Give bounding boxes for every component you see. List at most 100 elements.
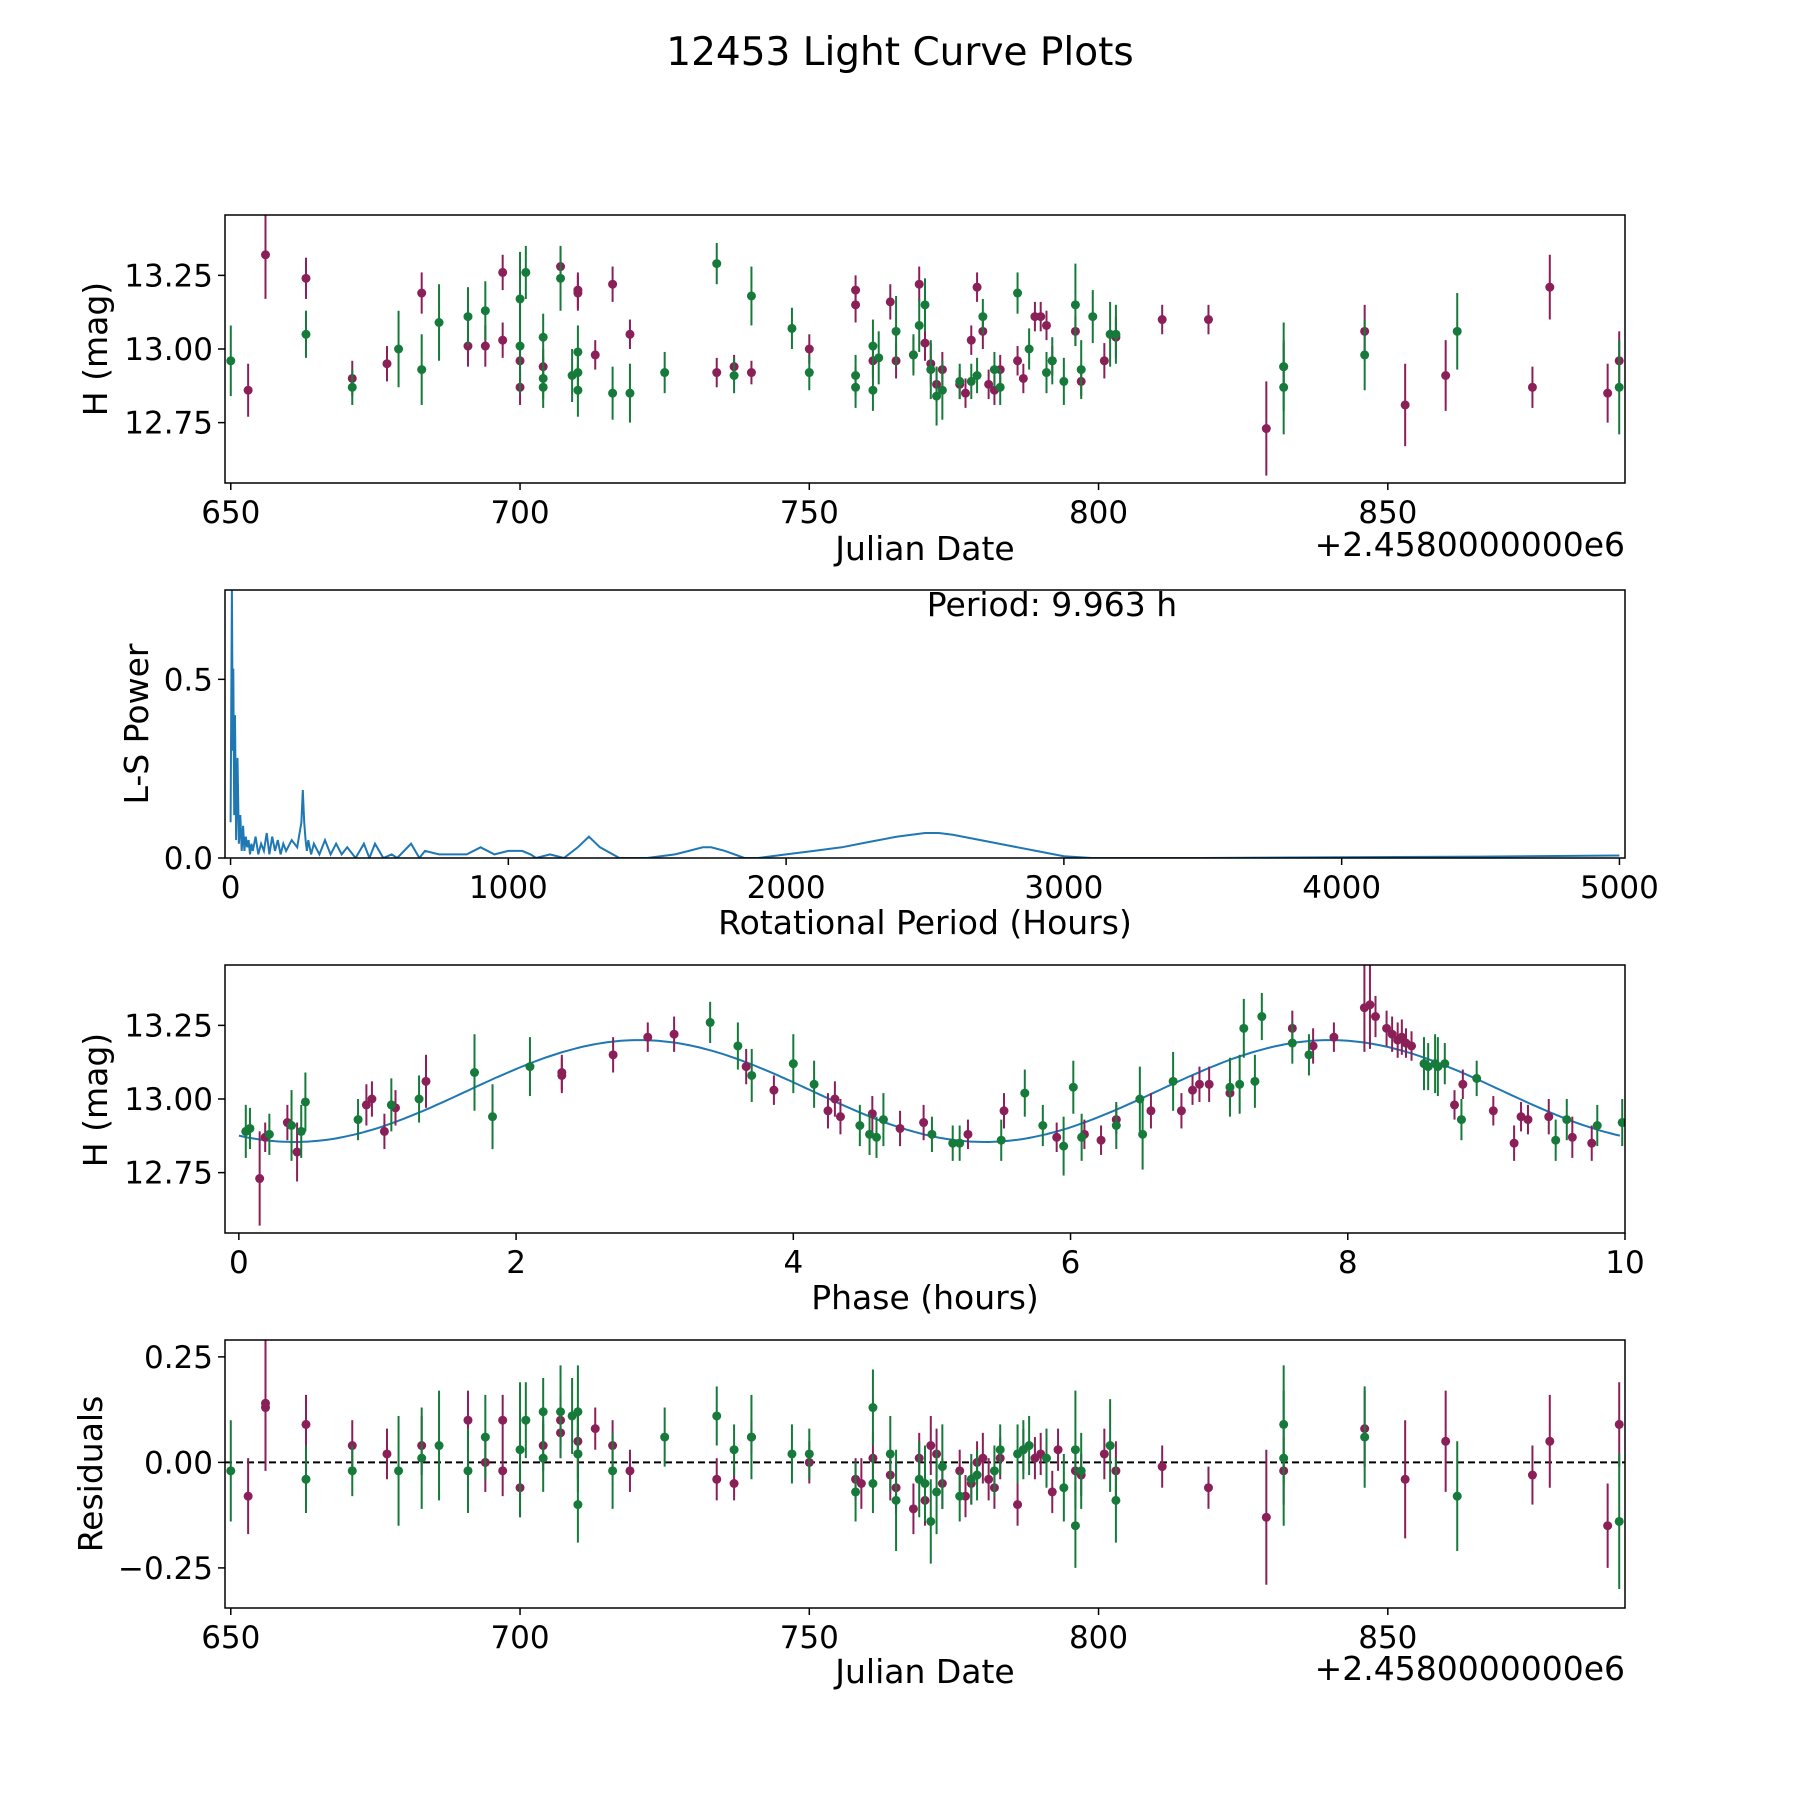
data-point <box>747 1070 757 1080</box>
data-point <box>729 1478 739 1488</box>
data-point <box>908 350 918 360</box>
data-point <box>470 1067 480 1077</box>
data-point <box>1146 1106 1156 1116</box>
data-point <box>557 1070 567 1080</box>
data-point <box>804 1449 814 1459</box>
y-axis: 12.75 13.00 13.25 <box>124 258 225 442</box>
marks-layer <box>226 215 1624 476</box>
data-point <box>914 320 924 330</box>
data-point <box>1099 356 1109 366</box>
x-tick-label: 6 <box>1061 1245 1081 1281</box>
data-point <box>1036 312 1046 322</box>
data-point <box>960 388 970 398</box>
data-point <box>515 1445 525 1455</box>
data-point <box>264 1129 274 1139</box>
data-point <box>712 1474 722 1484</box>
data-point <box>989 1466 999 1476</box>
x-tick-label: 850 <box>1358 495 1417 531</box>
data-point <box>1360 350 1370 360</box>
data-point <box>1041 320 1051 330</box>
data-point <box>463 312 473 322</box>
data-point <box>851 300 861 310</box>
data-point <box>226 1466 236 1476</box>
data-point <box>1452 1491 1462 1501</box>
data-point <box>1614 1419 1624 1429</box>
data-point <box>1059 1141 1069 1151</box>
data-point <box>804 344 814 354</box>
y-tick-label: 12.75 <box>124 406 213 442</box>
data-point <box>1456 1115 1466 1125</box>
data-point <box>1400 1474 1410 1484</box>
data-point <box>948 1138 958 1148</box>
axes-frame <box>224 1339 1626 1609</box>
data-point <box>353 1115 363 1125</box>
x-tick-label: 1000 <box>469 870 548 906</box>
data-point <box>1365 1000 1375 1010</box>
x-axis-label: Rotational Period (Hours) <box>718 903 1132 942</box>
y-axis-label: H (mag) <box>76 1033 115 1167</box>
data-point <box>421 1076 431 1086</box>
data-point <box>885 297 895 307</box>
data-point <box>287 1121 297 1131</box>
data-point <box>712 368 722 378</box>
data-point <box>1047 356 1057 366</box>
data-point <box>608 1466 618 1476</box>
data-point <box>1138 1129 1148 1139</box>
axes-frame <box>224 589 1626 859</box>
data-point <box>488 1112 498 1122</box>
data-point <box>868 1403 878 1413</box>
data-point <box>966 335 976 345</box>
data-point <box>1257 1012 1267 1022</box>
data-point <box>868 1478 878 1488</box>
data-point <box>932 391 942 401</box>
y-tick-label: 13.25 <box>124 1008 213 1044</box>
data-point <box>984 1474 994 1484</box>
periodogram-line <box>229 590 1620 858</box>
data-point <box>787 1449 797 1459</box>
data-point <box>966 376 976 386</box>
data-point <box>865 1129 875 1139</box>
y-tick-label: 13.25 <box>124 258 213 294</box>
x-tick-label: 750 <box>780 1620 839 1656</box>
data-point <box>361 1100 371 1110</box>
y-tick-label: 12.75 <box>124 1156 213 1192</box>
data-point <box>521 267 531 277</box>
y-axis-label: L-S Power <box>117 643 156 804</box>
data-point <box>926 1441 936 1451</box>
data-point <box>926 1516 936 1526</box>
data-point <box>367 1094 377 1104</box>
data-point <box>608 1050 618 1060</box>
data-point <box>927 1129 937 1139</box>
data-point <box>787 323 797 333</box>
x-tick-label: 750 <box>780 495 839 531</box>
data-point <box>1567 1132 1577 1142</box>
x-tick-label: 850 <box>1358 1620 1417 1656</box>
data-point <box>1441 371 1451 381</box>
data-point <box>1070 1521 1080 1531</box>
data-point <box>1041 368 1051 378</box>
series-green <box>226 242 1624 435</box>
data-point <box>733 1041 743 1051</box>
data-point <box>1441 1436 1451 1446</box>
data-point <box>1111 1121 1121 1131</box>
data-point <box>1076 1466 1086 1476</box>
data-point <box>1603 1521 1613 1531</box>
data-point <box>851 382 861 392</box>
data-point <box>625 388 635 398</box>
data-point <box>538 1453 548 1463</box>
data-point <box>926 365 936 375</box>
data-point <box>1509 1138 1519 1148</box>
data-point <box>1523 1115 1533 1125</box>
data-point <box>1440 1059 1450 1069</box>
data-point <box>382 359 392 369</box>
x-tick-label: 650 <box>201 495 260 531</box>
data-point <box>347 382 357 392</box>
data-point <box>769 1085 779 1095</box>
data-point <box>1329 1032 1339 1042</box>
x-tick-label: 800 <box>1069 1620 1128 1656</box>
data-point <box>995 1445 1005 1455</box>
data-point <box>1308 1041 1318 1051</box>
data-point <box>746 1432 756 1442</box>
data-point <box>891 1495 901 1505</box>
axes-frame <box>224 964 1626 1234</box>
